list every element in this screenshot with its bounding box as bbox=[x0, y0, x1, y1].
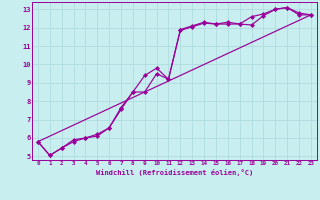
X-axis label: Windchill (Refroidissement éolien,°C): Windchill (Refroidissement éolien,°C) bbox=[96, 169, 253, 176]
